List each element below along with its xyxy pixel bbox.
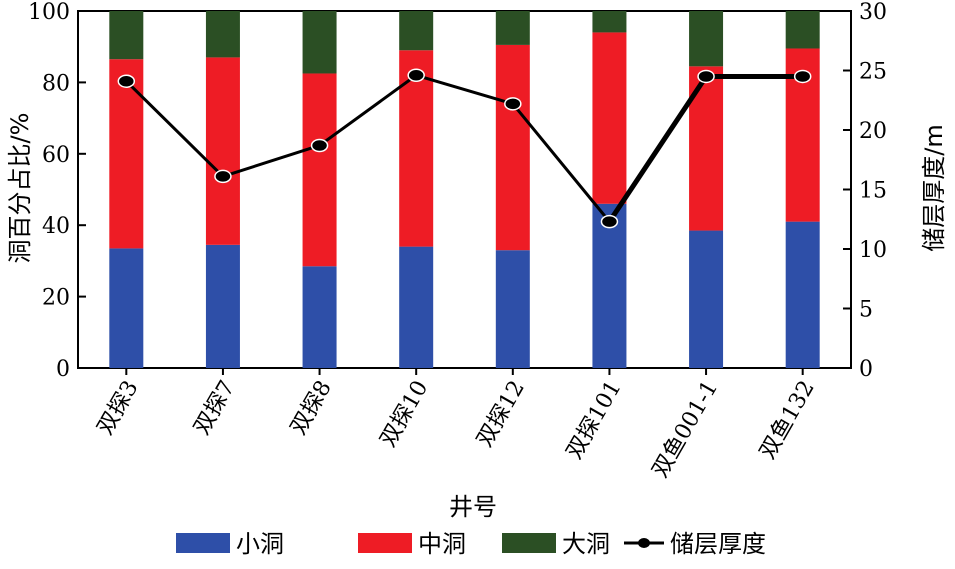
- bar-segment-小洞-双探10: [399, 246, 434, 368]
- x-tick-label: 双探7: [189, 377, 240, 440]
- bars: [109, 11, 820, 368]
- bar-segment-大洞-双探10: [399, 11, 434, 51]
- bar-segment-小洞-双鱼132: [785, 221, 820, 368]
- y-axis-title: 洞百分占比/%: [6, 113, 34, 264]
- y2-tick-label: 20: [859, 119, 887, 144]
- bar-segment-大洞-双鱼132: [785, 11, 820, 49]
- line-point-双鱼132: [793, 69, 812, 84]
- bar-segment-小洞-双探101: [592, 203, 627, 368]
- bar-segment-大洞-双探3: [109, 11, 144, 60]
- line-point-双探101: [600, 214, 619, 229]
- x-tick-label: 双探3: [93, 377, 144, 440]
- line-segment: [414, 73, 515, 106]
- line-point-双探12: [504, 97, 522, 111]
- ticks: 0 20 40 60 80 100 0 5 10 15 20 25 30: [28, 0, 887, 382]
- x-tick-label: 双探101: [562, 377, 627, 464]
- legend-swatch-大洞: [502, 533, 556, 553]
- x-tick-label: 双鱼132: [755, 377, 820, 464]
- y2-tick-label: 5: [859, 298, 873, 323]
- bar-segment-中洞-双探7: [205, 57, 240, 245]
- y-tick-label: 100: [28, 0, 70, 25]
- legend-label-大洞: 大洞: [562, 530, 610, 558]
- line-point-双探10: [407, 68, 425, 83]
- legend-line-marker: [638, 538, 650, 548]
- category-labels: 双探3 双探7 双探8 双探10 双探12 双探101 双鱼001-1 双鱼132: [93, 377, 820, 483]
- x-tick-label: 双探8: [286, 377, 337, 440]
- bar-segment-中洞-双探8: [302, 73, 337, 267]
- x-tick-label: 双探10: [376, 377, 434, 452]
- bar-segment-大洞-双探8: [302, 11, 337, 74]
- legend-label-中洞: 中洞: [418, 530, 466, 558]
- y2-tick-label: 0: [859, 357, 873, 382]
- bar-segment-小洞-双探12: [495, 250, 530, 368]
- line-point-双探7: [214, 169, 232, 184]
- y-tick-label: 80: [42, 71, 70, 96]
- bar-segment-小洞-双探8: [302, 266, 337, 368]
- x-tick-label: 双鱼001-1: [648, 377, 723, 483]
- bar-segment-大洞-双探7: [205, 11, 240, 58]
- line-segment: [124, 79, 225, 178]
- line-segment: [221, 143, 322, 178]
- line-point-双鱼001-1: [697, 69, 715, 84]
- bar-segment-中洞-双探12: [495, 44, 530, 251]
- legend-swatch-中洞: [358, 533, 412, 553]
- y2-tick-label: 25: [859, 60, 887, 85]
- y-tick-label: 0: [56, 357, 70, 382]
- bar-segment-小洞-双探3: [109, 248, 144, 368]
- y-tick-label: 60: [42, 143, 70, 168]
- line-point-双探8: [310, 138, 329, 153]
- axes: [77, 10, 852, 369]
- bar-segment-大洞-双探101: [592, 11, 627, 33]
- bar-segment-大洞-双鱼001-1: [689, 11, 724, 67]
- plot-frame: [77, 10, 852, 369]
- y2-tick-label: 30: [859, 0, 887, 25]
- x-tick-label: 双探12: [472, 377, 530, 452]
- thickness-line: [117, 68, 812, 229]
- y2-tick-label: 10: [859, 238, 887, 263]
- line-segment: [606, 73, 709, 225]
- y-tick-label: 20: [42, 286, 70, 311]
- bar-segment-小洞-双鱼001-1: [689, 230, 724, 368]
- line-segment: [318, 73, 418, 147]
- y2-tick-label: 15: [859, 179, 887, 204]
- legend: 小洞 中洞 大洞 储层厚度: [176, 530, 766, 558]
- legend-label-储层厚度: 储层厚度: [670, 530, 766, 558]
- line-segment: [511, 102, 611, 224]
- legend-label-小洞: 小洞: [236, 530, 284, 558]
- y2-axis-title: 储层厚度/m: [920, 124, 948, 251]
- line-point-双探3: [117, 74, 136, 88]
- bar-segment-小洞-双探7: [205, 244, 240, 368]
- y-tick-label: 40: [42, 214, 70, 239]
- x-axis-title: 井号: [449, 493, 497, 521]
- bar-segment-大洞-双探12: [495, 11, 530, 45]
- bar-segment-中洞-双探101: [592, 32, 627, 204]
- legend-swatch-小洞: [176, 533, 230, 553]
